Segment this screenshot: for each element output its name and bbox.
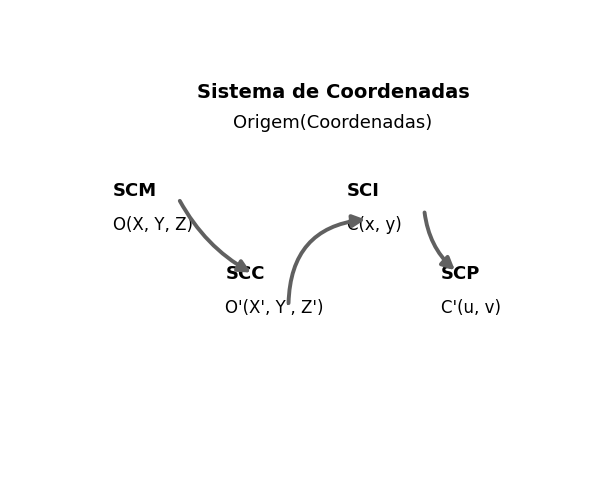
- Text: O(X, Y, Z): O(X, Y, Z): [113, 216, 193, 234]
- Text: C'(u, v): C'(u, v): [441, 299, 501, 317]
- Text: SCI: SCI: [347, 182, 380, 200]
- Text: SCC: SCC: [225, 265, 265, 283]
- Text: Sistema de Coordenadas: Sistema de Coordenadas: [196, 83, 469, 102]
- Text: SCP: SCP: [441, 265, 480, 283]
- Text: O'(X', Y', Z'): O'(X', Y', Z'): [225, 299, 324, 317]
- Text: Origem(Coordenadas): Origem(Coordenadas): [233, 114, 432, 132]
- Text: SCM: SCM: [113, 182, 157, 200]
- Text: C(x, y): C(x, y): [347, 216, 402, 234]
